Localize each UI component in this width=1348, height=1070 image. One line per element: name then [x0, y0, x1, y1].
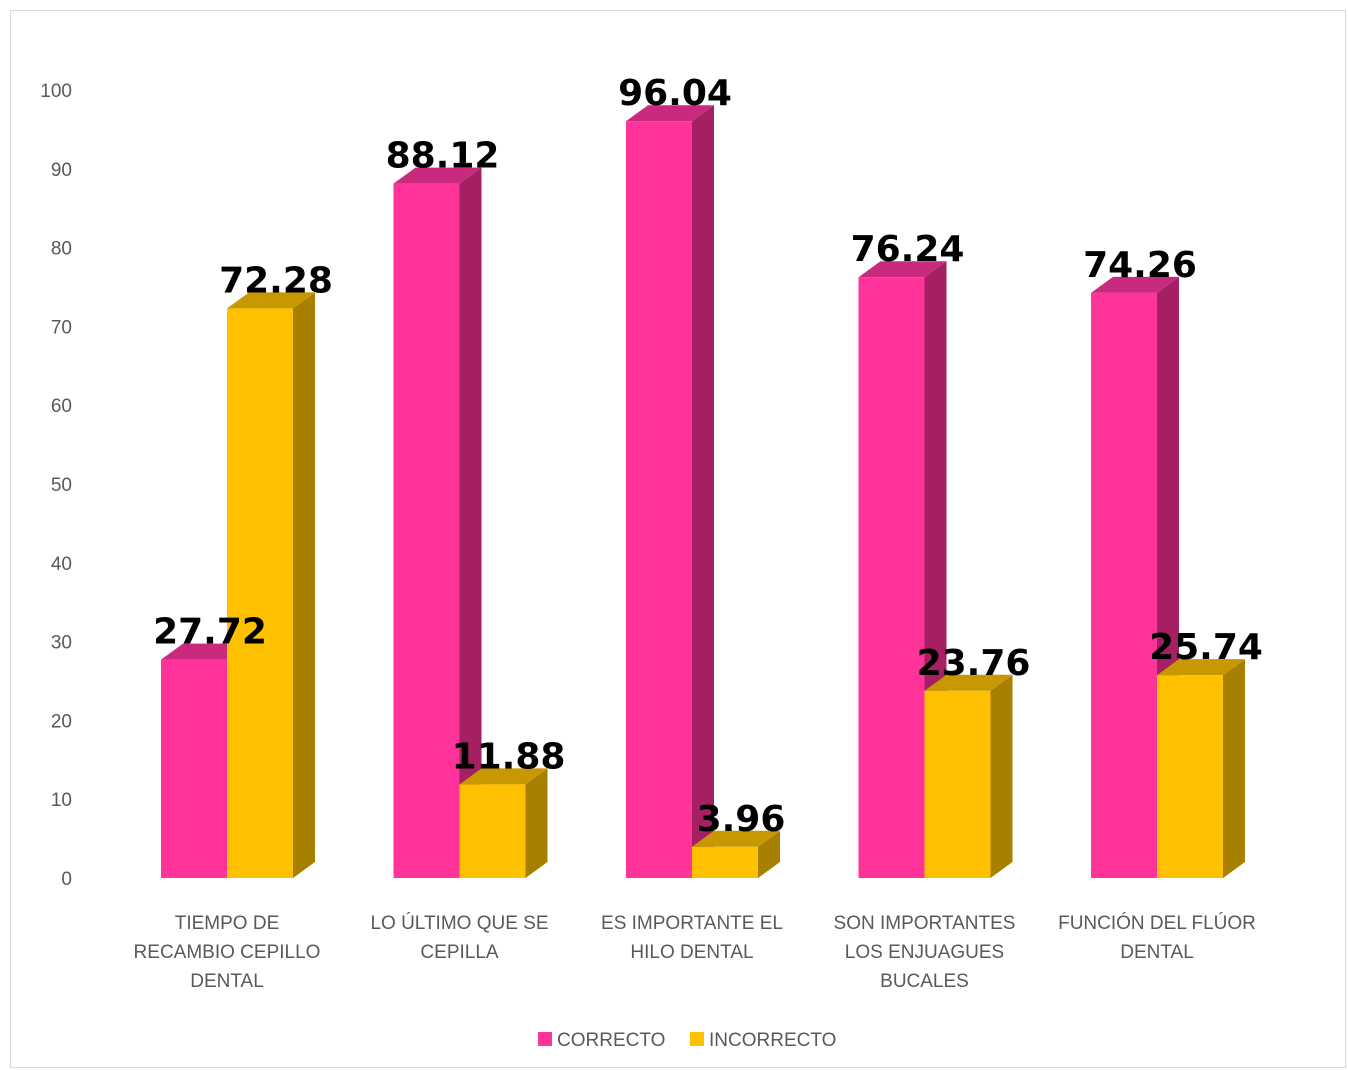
bar-incorrecto-3 [692, 830, 780, 878]
bar-front-face [924, 690, 991, 878]
data-label-incorrecto: 23.76 [917, 643, 1031, 684]
data-label-incorrecto: 72.28 [219, 260, 333, 301]
bar-side-face [758, 830, 780, 878]
y-tick-label: 50 [51, 475, 72, 496]
data-label-incorrecto: 11.88 [452, 736, 566, 777]
category-label: RECAMBIO CEPILLO [134, 942, 321, 963]
y-tick-label: 10 [51, 790, 72, 811]
category-label: DENTAL [1120, 942, 1194, 963]
bar-front-face [858, 277, 925, 879]
bar-top-face [692, 830, 780, 847]
bar-incorrecto-5 [1157, 659, 1245, 878]
bar-top-face [1091, 276, 1179, 293]
legend-label: INCORRECTO [709, 1030, 836, 1051]
data-label-correcto: 96.04 [618, 73, 732, 114]
bar-side-face [525, 768, 548, 878]
y-tick-label: 40 [51, 554, 72, 575]
category-label: BUCALES [880, 971, 969, 992]
legend: CORRECTO INCORRECTO [538, 1030, 836, 1051]
bar-side-face [990, 674, 1013, 878]
y-tick-label: 20 [51, 711, 72, 732]
y-tick-label: 80 [51, 239, 72, 260]
data-label-incorrecto: 25.74 [1149, 627, 1263, 668]
data-label-correcto: 27.72 [153, 612, 267, 653]
bar-side-face [459, 167, 482, 879]
legend-swatch [690, 1032, 704, 1046]
category-label: ES IMPORTANTE EL [601, 913, 783, 934]
bars [161, 105, 1245, 879]
category-label: TIEMPO DE [175, 913, 280, 934]
bar-top-face [626, 105, 714, 122]
bar-incorrecto-1 [227, 292, 315, 878]
bar-correcto-3 [626, 105, 714, 878]
y-tick-label: 100 [40, 81, 72, 102]
legend-swatch [538, 1032, 552, 1046]
bar-top-face [1157, 659, 1245, 676]
category-label: FUNCIÓN DEL FLÚOR [1058, 912, 1256, 934]
bar-side-face [293, 292, 315, 878]
bar-side-face [692, 105, 714, 878]
bar-front-face [227, 308, 293, 878]
data-label-correcto: 76.24 [851, 229, 965, 270]
bar-incorrecto-4 [924, 674, 1013, 878]
bar-front-face [626, 121, 692, 878]
data-labels: 27.72 88.12 96.04 76.24 74.26 72.28 11.88 3.96 2… [153, 73, 1263, 840]
bar-top-face [459, 768, 548, 785]
bar-front-face [1157, 675, 1223, 878]
y-tick-label: 30 [51, 633, 72, 654]
bar-top-face [393, 167, 482, 184]
y-tick-label: 90 [51, 160, 72, 181]
bar-incorrecto-2 [459, 768, 548, 878]
bar-front-face [1091, 292, 1157, 879]
category-label: DENTAL [190, 971, 264, 992]
data-label-correcto: 88.12 [386, 136, 500, 177]
bar-front-face [692, 846, 758, 878]
category-labels: TIEMPO DE RECAMBIO CEPILLO DENTAL LO ÚLTIMO… [134, 912, 1256, 992]
y-tick-label: 60 [51, 396, 72, 417]
bar-top-face [858, 261, 947, 278]
bar-front-face [459, 784, 526, 878]
bar-front-face [161, 659, 227, 878]
legend-item-incorrecto: INCORRECTO [690, 1030, 836, 1051]
bar-front-face [393, 183, 460, 879]
y-axis-ticks: 0 10 20 30 40 50 60 70 80 90 100 [40, 81, 72, 890]
bar-top-face [924, 674, 1013, 691]
data-label-incorrecto: 3.96 [697, 799, 786, 840]
legend-item-correcto: CORRECTO [538, 1030, 665, 1051]
data-label-correcto: 74.26 [1083, 245, 1197, 286]
bar-top-face [227, 292, 315, 309]
category-label: CEPILLA [420, 942, 498, 963]
y-tick-label: 0 [61, 869, 72, 890]
category-label: HILO DENTAL [630, 942, 753, 963]
category-label: LOS ENJUAGUES [845, 942, 1004, 963]
legend-label: CORRECTO [557, 1030, 665, 1051]
bar-side-face [1223, 659, 1245, 878]
y-tick-label: 70 [51, 317, 72, 338]
category-label: LO ÚLTIMO QUE SE [370, 912, 548, 934]
bar-correcto-2 [393, 167, 482, 879]
category-label: SON IMPORTANTES [834, 913, 1016, 934]
